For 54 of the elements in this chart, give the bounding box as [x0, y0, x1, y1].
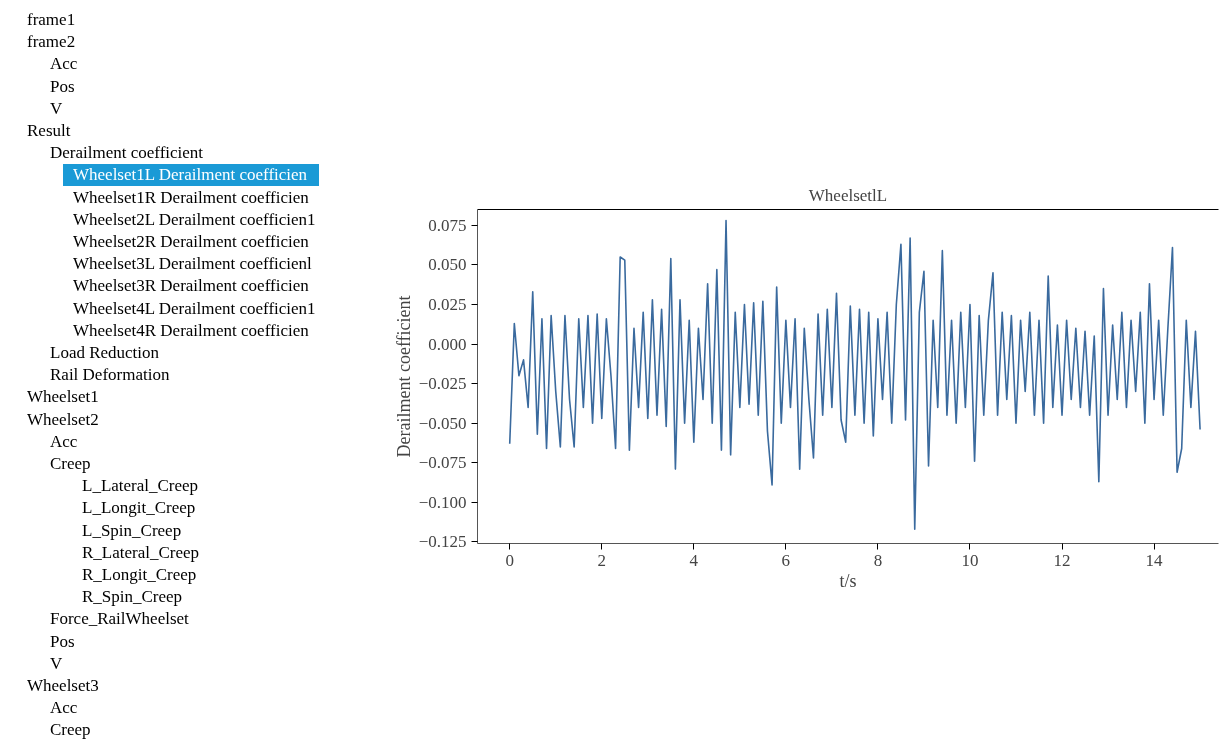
x-tick-label: 0: [505, 550, 514, 570]
x-tick-label: 12: [1053, 550, 1071, 570]
x-tick-label: 8: [873, 550, 883, 570]
text: Wheelset2L Derailment coefficien1: [73, 208, 316, 231]
text: Derailment coefficient: [50, 142, 204, 165]
line-series: [508, 219, 1201, 531]
text: Wheelset2R Derailment coefficien: [73, 231, 309, 253]
text: L_Lateral_Creep: [82, 475, 199, 498]
y-axis-title: Derailment coefficient: [393, 295, 414, 458]
text: Pos: [50, 630, 75, 653]
x-tick-label: 10: [961, 550, 979, 570]
text: Rail Deformation: [50, 364, 170, 387]
text: Wheelset4L Derailment coefficien1: [73, 297, 316, 320]
text: Load Reduction: [50, 342, 160, 364]
text: Wheelset1L Derailment coefficien: [63, 164, 320, 187]
text: R_Longit_Creep: [82, 564, 197, 586]
text: Result: [27, 120, 71, 142]
text: V: [50, 97, 63, 120]
text: frame2: [27, 31, 76, 54]
y-tick-label: −0.075: [418, 453, 467, 473]
text: L_Longit_Creep: [82, 497, 196, 520]
text: Wheelset3R Derailment coefficien: [73, 275, 309, 298]
y-tick-label: −0.025: [418, 374, 467, 394]
x-tick-label: 14: [1145, 550, 1164, 570]
text: V: [50, 652, 63, 675]
text: Acc: [50, 697, 78, 720]
chart-title: WheelsetlL: [808, 185, 888, 205]
y-tick-label: −0.125: [418, 532, 467, 552]
text: Creep: [50, 453, 91, 475]
y-tick-label: 0.025: [428, 294, 467, 314]
text: Acc: [50, 53, 78, 76]
x-axis-title: t/s: [839, 570, 857, 591]
text: L_Spin_Creep: [82, 519, 182, 542]
y-tick-label: −0.050: [418, 413, 467, 433]
text: frame1: [27, 9, 76, 31]
text: Wheelset1: [27, 386, 99, 409]
text: Wheelset3: [27, 675, 99, 697]
text: Wheelset2: [27, 408, 99, 431]
text: Force_RailWheelset: [50, 608, 189, 631]
x-tick-label: 2: [597, 550, 607, 570]
text: R_Spin_Creep: [82, 586, 183, 609]
x-tick-label: 4: [689, 550, 699, 570]
y-tick-label: 0.000: [428, 334, 467, 354]
text: Wheelset3L Derailment coefficienl: [73, 253, 312, 276]
text: Wheelset1R Derailment coefficien: [73, 186, 309, 209]
y-tick-label: −0.100: [418, 492, 467, 512]
y-tick-label: 0.050: [428, 255, 467, 275]
text: Creep: [50, 719, 91, 740]
text: Pos: [50, 75, 75, 98]
x-tick-label: 6: [781, 550, 791, 570]
text: Acc: [50, 430, 78, 453]
text: Wheelset4R Derailment coefficien: [73, 319, 309, 342]
y-tick-label: 0.075: [428, 215, 467, 235]
text: R_Lateral_Creep: [82, 541, 200, 564]
